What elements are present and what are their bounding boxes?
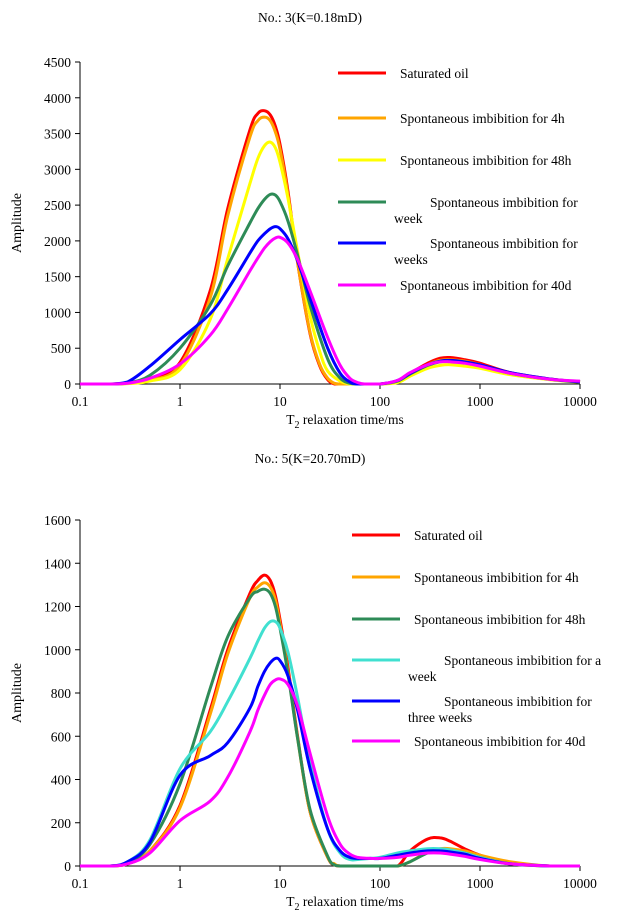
y-tick-label: 0 <box>64 859 71 874</box>
series-line-spontaneous-imbibition-for-48h <box>79 140 581 386</box>
chart-no5: No.: 5(K=20.70mD) 0 200 400 600 800 1000 1200 14… <box>10 451 601 913</box>
y-tick-label: 1000 <box>44 643 71 658</box>
y-tick-label: 3500 <box>44 127 71 142</box>
y-tick-label: 1000 <box>44 305 71 320</box>
x-tick-label: 10000 <box>563 394 597 409</box>
series-line-spontaneous-imbibition-for-40d <box>79 235 581 386</box>
y-axis-label: Amplitude <box>10 193 25 253</box>
y-tick-label: 200 <box>51 816 72 831</box>
x-tick-label: 100 <box>370 394 391 409</box>
legend: Saturated oil Spontaneous imbibition for … <box>338 66 578 293</box>
series-line-spontaneous-imbibition-for-three-weeks <box>79 656 580 868</box>
y-tick-label: 400 <box>51 773 72 788</box>
legend: Saturated oil Spontaneous imbibition for … <box>352 528 601 749</box>
y-tick-label: 4000 <box>44 91 71 106</box>
legend-label-spontaneous-imbibition-for-a-week-line1: Spontaneous imbibition for <box>430 195 578 210</box>
chart-no3: No.: 3(K=0.18mD) 0 500 1000 1500 2000 2500 3000… <box>10 10 597 431</box>
legend-label-spontaneous-imbibition-for-three-weeks-line1: Spontaneous imbibition for <box>430 236 578 251</box>
y-tick-label: 2000 <box>44 234 71 249</box>
x-tick-label: 10 <box>273 394 287 409</box>
x-tick-label: 0.1 <box>72 876 89 891</box>
legend-label-spontaneous-imbibition-for-4h: Spontaneous imbibition for 4h <box>400 111 565 126</box>
legend-label-spontaneous-imbibition-for-three-weeks-line2: weeks <box>394 252 428 267</box>
legend-label-saturated-oil: Saturated oil <box>414 528 483 543</box>
y-axis-label: Amplitude <box>10 663 25 723</box>
y-tick-label: 1500 <box>44 270 71 285</box>
x-tick-label: 1 <box>177 876 184 891</box>
y-tick-label: 4500 <box>44 55 71 70</box>
y-tick-label: 500 <box>51 341 72 356</box>
x-axis-label: T2 relaxation time/ms <box>286 894 403 913</box>
chart-title: No.: 3(K=0.18mD) <box>258 10 362 25</box>
series-line-spontaneous-imbibition-for-40d <box>79 677 580 868</box>
y-tick-label: 1400 <box>44 556 71 571</box>
y-tick-label: 1200 <box>44 600 71 615</box>
x-tick-label: 10000 <box>563 876 597 891</box>
legend-label-spontaneous-imbibition-for-a-week-line2: week <box>394 211 423 226</box>
x-tick-label: 1000 <box>467 394 494 409</box>
legend-label-spontaneous-imbibition-for-a-week-line1: Spontaneous imbibition for a <box>444 653 601 668</box>
x-tick-label: 1000 <box>467 876 494 891</box>
chart-title: No.: 5(K=20.70mD) <box>255 451 366 466</box>
legend-label-spontaneous-imbibition-for-4h: Spontaneous imbibition for 4h <box>414 570 579 585</box>
y-tick-label: 2500 <box>44 198 71 213</box>
legend-label-spontaneous-imbibition-for-48h: Spontaneous imbibition for 48h <box>400 153 572 168</box>
legend-label-spontaneous-imbibition-for-three-weeks-line2: three weeks <box>408 710 472 725</box>
y-tick-label: 600 <box>51 729 72 744</box>
y-tick-label: 0 <box>64 377 71 392</box>
x-tick-label: 0.1 <box>72 394 89 409</box>
y-tick-label: 1600 <box>44 513 71 528</box>
y-tick-label: 3000 <box>44 162 71 177</box>
y-tick-label: 800 <box>51 686 72 701</box>
x-tick-label: 1 <box>177 394 184 409</box>
x-tick-label: 10 <box>273 876 287 891</box>
legend-label-spontaneous-imbibition-for-40d: Spontaneous imbibition for 40d <box>400 278 572 293</box>
legend-label-spontaneous-imbibition-for-three-weeks-line1: Spontaneous imbibition for <box>444 694 592 709</box>
x-tick-label: 100 <box>370 876 391 891</box>
legend-label-spontaneous-imbibition-for-a-week-line2: week <box>408 669 437 684</box>
legend-label-spontaneous-imbibition-for-40d: Spontaneous imbibition for 40d <box>414 734 586 749</box>
x-axis-label: T2 relaxation time/ms <box>286 412 403 431</box>
legend-label-spontaneous-imbibition-for-48h: Spontaneous imbibition for 48h <box>414 612 586 627</box>
legend-label-saturated-oil: Saturated oil <box>400 66 469 81</box>
